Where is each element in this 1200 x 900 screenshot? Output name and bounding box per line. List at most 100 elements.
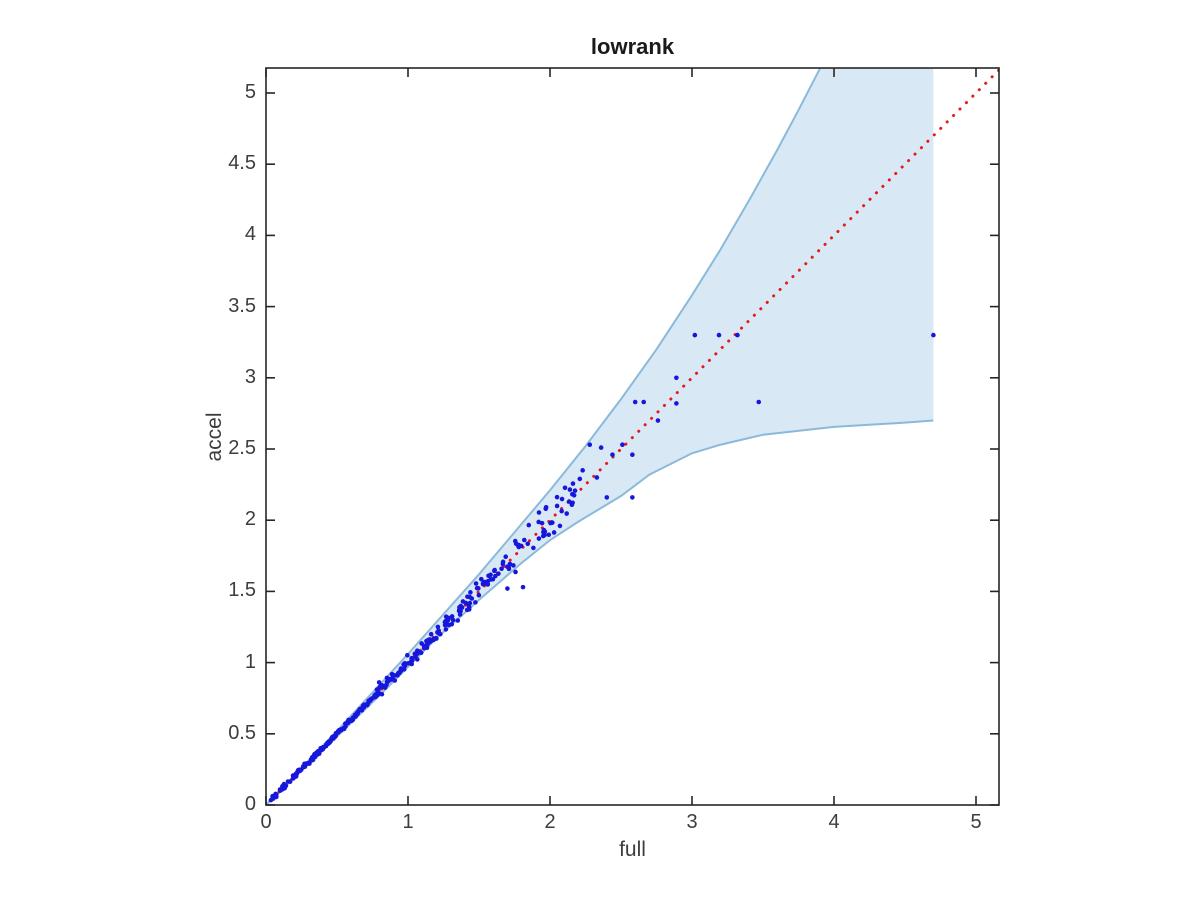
data-point [467,600,473,606]
x-tick-label: 5 [970,811,982,833]
data-point [366,698,372,704]
y-tick-label: 4 [244,223,256,246]
data-point [449,614,455,619]
data-point [499,566,504,572]
data-point [630,495,635,500]
band-lower-edge [266,419,934,805]
data-point [500,561,506,567]
data-point [549,520,554,525]
y-tick-label: 0.5 [228,721,256,744]
data-point [483,580,489,585]
data-point [570,500,575,506]
data-point [594,475,600,480]
data-point [503,554,509,560]
data-point [504,564,510,569]
data-point [457,607,462,613]
data-point [465,594,470,599]
data-point [434,636,439,641]
data-point [655,418,661,423]
data-point [468,590,473,595]
y-tick-label: 4.5 [228,152,256,175]
band-upper-edge [266,68,821,805]
confidence-band-fill [266,68,934,805]
data-point [513,541,519,547]
data-point [559,508,564,514]
data-point [305,761,311,766]
x-tick-label: 4 [828,811,840,833]
data-point [357,706,363,712]
data-point [418,650,424,656]
y-tick-label: 3.5 [228,294,256,317]
data-point [735,332,740,338]
data-point [476,592,482,598]
y-tick-label: 1.5 [228,579,256,602]
data-point [476,586,481,591]
data-point [272,794,278,800]
x-tick-label: 3 [686,811,698,833]
data-point [398,668,404,674]
data-point [557,523,563,529]
data-point [436,630,441,636]
data-point [564,511,569,516]
data-point [716,332,722,338]
data-point [412,651,418,657]
data-point [536,510,542,515]
data-point [362,704,367,709]
data-point [488,577,494,582]
data-point [571,493,577,498]
data-point [580,468,585,473]
data-point [692,332,698,338]
data-point [312,751,317,757]
data-point [536,536,542,541]
data-point [341,725,347,731]
data-point [405,652,410,658]
data-point [531,545,536,551]
data-point [520,584,526,590]
data-point [463,600,469,606]
data-point [413,655,418,660]
x-tick-label: 0 [260,811,272,833]
data-point [572,488,578,493]
data-point [376,680,382,685]
data-point [345,720,351,726]
data-point [526,522,532,528]
x-tick-label: 1 [402,811,414,833]
data-point [488,572,493,578]
data-point [577,476,583,482]
data-point [478,576,484,582]
data-point [285,779,291,784]
data-point [620,442,625,448]
data-point [559,496,565,502]
data-point [931,332,936,338]
data-point [756,399,762,405]
data-point [525,541,531,547]
data-point [302,764,307,770]
data-point [473,581,479,586]
data-point [546,532,552,538]
data-point [446,615,451,621]
data-point [641,399,647,405]
data-point [419,641,424,646]
x-tick-label: 2 [544,811,556,833]
data-point [278,787,284,793]
data-point [409,661,415,667]
data-point [632,399,638,405]
data-point [310,757,316,762]
data-point [511,563,516,568]
data-point [630,452,635,457]
data-point [401,662,406,667]
data-point [674,375,679,381]
data-point [446,622,452,628]
data-point [610,452,615,457]
data-point [469,596,475,601]
data-point [543,506,549,512]
data-point [293,774,299,779]
y-tick-label: 5 [244,81,256,103]
data-point [554,503,560,509]
data-point [384,675,390,681]
data-point [505,586,510,591]
data-point [536,519,541,525]
data-point [554,494,560,500]
